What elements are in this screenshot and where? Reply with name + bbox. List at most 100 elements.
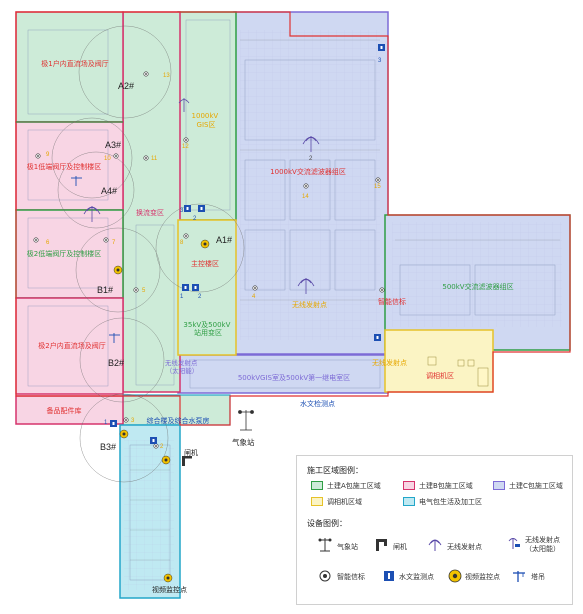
svg-text:13: 13 [163, 73, 170, 79]
legend-zone-a: 土建A包施工区域 [327, 482, 381, 490]
smart-beacon-icon: 11 [143, 155, 158, 162]
legend-swatch-zone-b [403, 481, 415, 490]
zone-label-filter-1000kv: 1000kV交流滤波器组区 [270, 167, 346, 176]
legend-gate: 闸机 [393, 543, 407, 551]
hydro-monitor-icon: 3 [378, 44, 385, 64]
zone-label-camera: 调相机区 [426, 371, 454, 380]
zone-label-gis-500kv: 500kVGIS室及500kV第一继电室区 [238, 373, 350, 382]
svg-text:1: 1 [180, 294, 184, 300]
legend-equipment-title: 设备图例： [307, 519, 347, 528]
site-boundary [15, 11, 571, 426]
svg-text:9: 9 [46, 152, 50, 158]
legend-zone-b: 土建B包施工区域 [419, 482, 473, 490]
coverage-circle-b2 [79, 317, 165, 403]
coverage-circle-a2 [78, 25, 172, 119]
wireless-antenna-icon [297, 278, 315, 294]
smart-beacon-icon: 6 [33, 237, 50, 246]
smart-beacon-icon [379, 287, 385, 293]
zone-label-converter-transformer: 换流变区 [136, 208, 164, 217]
legend-camera-zone: 调相机区域 [327, 498, 362, 506]
svg-text:12: 12 [182, 144, 189, 150]
coverage-circle-b1 [75, 227, 161, 313]
legend-swatch-zone-a [311, 481, 323, 490]
zone-a-converter-transformer [122, 11, 181, 393]
legend-wireless-icon [428, 539, 442, 551]
hydro-monitor-icon: 2 [192, 284, 202, 300]
hydro-monitor-icon: 2 [193, 205, 205, 222]
svg-text:8: 8 [180, 240, 184, 246]
legend-zone-c: 土建C包施工区域 [509, 482, 563, 490]
weather-station-label: 气象站 [232, 437, 255, 447]
video-monitor-icon [113, 265, 123, 275]
svg-text:15: 15 [374, 184, 381, 190]
smart-beacon-icon: 5 [133, 287, 146, 294]
smart-beacon-icon: 3 [123, 417, 135, 424]
video-monitor-icon [161, 455, 171, 465]
legend-hydro: 水文监测点 [399, 573, 434, 581]
zone-a-comprehensive [122, 394, 231, 426]
smart-beacon-icon: 12 [182, 137, 189, 150]
legend-smart-beacon-icon [319, 570, 331, 582]
wireless-label-2: 无线发射点 [372, 358, 407, 367]
crane-label-b2: B2# [108, 358, 124, 368]
svg-text:3: 3 [180, 208, 184, 214]
video-monitor-icon [200, 239, 210, 249]
legend-tower-crane: 塔吊 [531, 573, 545, 581]
legend-construction-title: 施工区域图例： [307, 466, 363, 475]
video-monitor-icon [163, 573, 173, 583]
smart-beacon-icon: 7 [103, 237, 116, 246]
svg-text:3: 3 [131, 418, 135, 424]
hydro-monitor-icon: 1 [180, 284, 189, 300]
wireless-label-1: 无线发射点 [292, 300, 327, 309]
zone-b-south-hall [15, 297, 124, 395]
zone-label-comprehensive: 综合楼及综合水泵房 [147, 416, 210, 425]
zone-label-south-hall: 极2户内直流场及阀厅 [38, 341, 105, 350]
coverage-circle-a3 [51, 117, 133, 199]
smart-beacon-icon: 13 [143, 71, 170, 79]
smart-beacon-icon: 15 [374, 177, 381, 190]
legend-weather-station-icon [318, 538, 332, 552]
coverage-circle-b3 [79, 393, 169, 483]
svg-text:6: 6 [46, 240, 50, 246]
crane-label-b1: B1# [97, 285, 113, 295]
legend-panel: 施工区域图例： 土建A包施工区域 土建B包施工区域 土建C包施工区域 调相机区域… [296, 455, 573, 605]
wireless-count: 2 [309, 156, 313, 162]
legend-swatch-zone-c [493, 481, 505, 490]
svg-text:5: 5 [142, 288, 146, 294]
coverage-circle-a1 [155, 203, 245, 293]
svg-text:10: 10 [104, 156, 111, 162]
svg-text:7: 7 [112, 240, 116, 246]
zone-label-substation-35kv: 35kV及500kV 站用变区 [183, 321, 232, 337]
wireless-antenna-icon [178, 98, 190, 112]
zone-camera [384, 329, 494, 393]
wireless-solar-label: 无线发射点 （太阳能） [165, 358, 199, 375]
crane-label-a4: A4# [101, 186, 117, 196]
hydro-label: 水文检测点 [300, 399, 335, 408]
crane-label-b3: B3# [100, 442, 116, 452]
crane-label-a3: A3# [105, 140, 121, 150]
wireless-antenna-icon [83, 206, 101, 222]
smart-beacon-icon: 2 [153, 443, 164, 450]
zone-label-filter-500kv: 500kV交流滤波器组区 [442, 282, 513, 291]
smart-beacon-icon: 4 [252, 285, 258, 300]
coverage-circle-a4 [57, 151, 135, 229]
hydro-monitor-icon [374, 334, 381, 341]
smart-beacon-icon: 10 [104, 153, 119, 162]
hydro-monitor-icon: 1 [104, 420, 117, 427]
svg-text:1: 1 [104, 420, 108, 426]
tower-crane-icon [109, 333, 120, 343]
legend-smart-beacon: 智能信标 [337, 573, 365, 581]
hydro-monitor-icon: 3 [180, 205, 191, 214]
svg-text:4: 4 [252, 294, 256, 300]
zone-label-north-hall: 极1户内直流场及阀厅 [41, 59, 108, 68]
smart-beacon-icon: 14 [302, 183, 309, 200]
crane-label-a1: A1# [216, 235, 232, 245]
legend-swatch-camera [311, 497, 323, 506]
zone-b-valve-hall-2 [15, 209, 124, 299]
zone-label-valve-hall-1: 极1低端阀厅及控制楼区 [27, 162, 101, 171]
svg-text:2: 2 [193, 216, 197, 222]
hydro-monitor-icon [150, 437, 157, 444]
legend-video: 视频监控点 [465, 573, 500, 581]
